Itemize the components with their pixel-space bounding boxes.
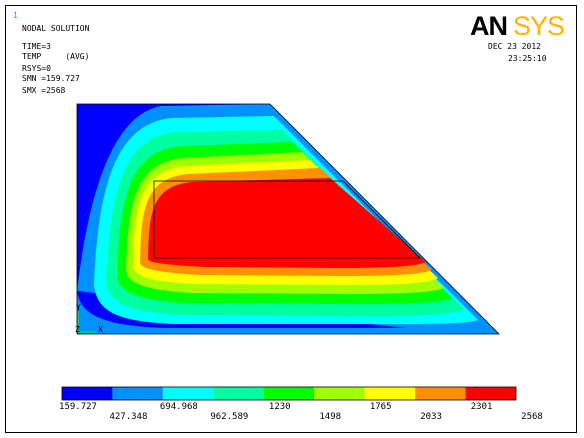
domain-outline [76, 103, 500, 335]
legend-label: 1498 [319, 412, 342, 422]
legend-swatch [465, 387, 516, 400]
legend-swatch [213, 387, 264, 400]
result-title: NODAL SOLUTION [22, 24, 90, 33]
legend-swatch [112, 387, 163, 400]
rsys-line: RSYS=0 [22, 64, 51, 73]
temp-line: TEMP (AVG) [22, 52, 90, 61]
legend-bar [61, 386, 517, 401]
triad-x-label: X [98, 325, 103, 334]
legend-label: 159.727 [59, 402, 97, 412]
graphics-window[interactable]: 1 NODAL SOLUTION TIME=3 TEMP (AVG) RSYS=… [5, 5, 577, 433]
legend-label: 1765 [369, 402, 392, 412]
legend-label: 2301 [470, 402, 493, 412]
svg-text:AN: AN [470, 12, 507, 38]
ansys-logo: AN SYS [470, 11, 568, 41]
legend-label: 1230 [268, 402, 291, 412]
legend-frame [61, 386, 517, 401]
time-label: 23:25:10 [508, 54, 547, 63]
legend-swatch [62, 387, 113, 400]
legend-swatch [364, 387, 416, 400]
contour-bands [77, 104, 499, 334]
smn-line: SMN =159.727 [22, 74, 80, 83]
legend-label: 962.589 [210, 412, 249, 422]
contour-plot: Y Z X [61, 103, 517, 401]
time-line: TIME=3 [22, 42, 51, 51]
legend-label: 2033 [420, 412, 442, 422]
legend-label: 694.968 [159, 402, 198, 412]
legend-swatch [314, 387, 365, 400]
triad-y-label: Y [76, 303, 81, 312]
hot-zone-boundary [153, 180, 421, 259]
coordinate-triad: Y Z X [75, 303, 103, 334]
legend-swatch [162, 387, 214, 400]
legend-label: 427.348 [109, 412, 148, 422]
legend-label: 2568 [521, 412, 543, 422]
legend-swatch [415, 387, 466, 400]
triad-z-label: Z [75, 325, 80, 334]
date-label: DEC 23 2012 [488, 42, 541, 51]
contour-band [148, 178, 426, 268]
legend-swatch [263, 387, 315, 400]
smx-line: SMX =2568 [22, 86, 66, 95]
window-number: 1 [13, 11, 18, 20]
svg-text:SYS: SYS [513, 12, 564, 38]
